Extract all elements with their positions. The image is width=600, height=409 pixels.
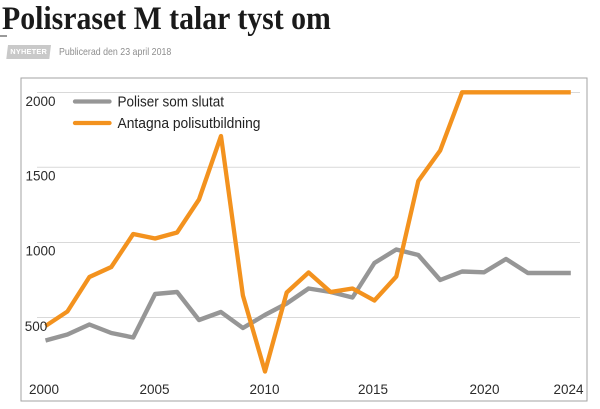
svg-text:1500: 1500 (26, 169, 56, 184)
svg-text:2000: 2000 (29, 382, 59, 397)
svg-text:Poliser som slutat: Poliser som slutat (118, 94, 225, 111)
svg-text:2000: 2000 (26, 94, 56, 109)
svg-text:500: 500 (25, 319, 48, 334)
svg-text:2015: 2015 (358, 382, 388, 397)
svg-text:2010: 2010 (249, 382, 279, 397)
svg-text:1000: 1000 (26, 244, 56, 259)
svg-text:2020: 2020 (469, 382, 499, 397)
svg-text:2024: 2024 (553, 382, 584, 397)
svg-text:Antagna polisutbildning: Antagna polisutbildning (118, 115, 261, 132)
svg-text:2005: 2005 (139, 382, 169, 397)
